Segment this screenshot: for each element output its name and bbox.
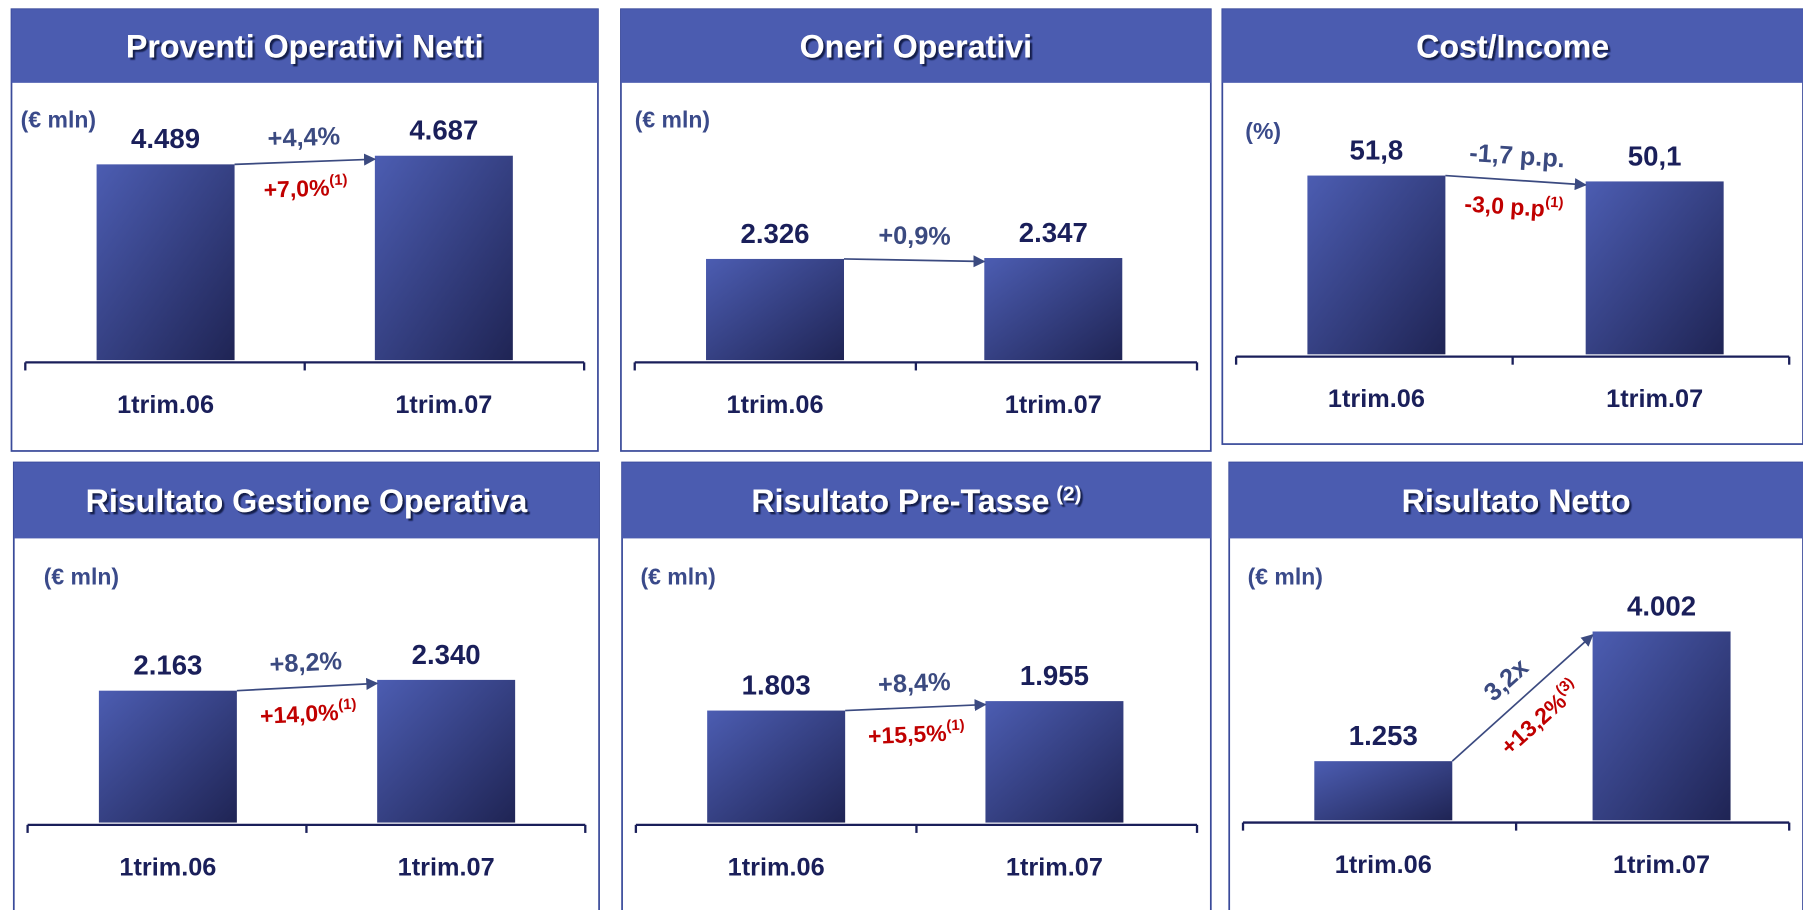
annotation: -1,7 p.p. — [1469, 139, 1566, 173]
value-label: 4.489 — [131, 123, 200, 154]
change-arrow — [845, 698, 987, 712]
chart-title-text: Risultato Pre-Tasse — [751, 483, 1049, 519]
annotation: +0,9% — [878, 221, 951, 250]
annotation-text: +14,0% — [259, 699, 339, 729]
bar — [1307, 175, 1446, 355]
annotation: +8,2% — [269, 647, 343, 679]
chart-title-text: Risultato Netto — [1402, 483, 1631, 519]
x-tick-label: 1trim.06 — [1328, 385, 1425, 413]
value-label: 4.687 — [409, 115, 478, 146]
chart-panel: Risultato Pre-Tasse (2) (€ mln) 1.803 1trim.… — [621, 461, 1212, 910]
value-label: 2.347 — [1019, 217, 1088, 248]
bar — [377, 679, 516, 823]
annotation-text: +4,4% — [267, 122, 340, 153]
value-label: 2.163 — [133, 650, 202, 681]
x-tick-label: 1trim.07 — [1005, 391, 1102, 419]
panel-header — [620, 9, 1211, 83]
chart-title: Cost/Income — [1416, 29, 1609, 65]
bar — [1314, 761, 1453, 821]
chart-title-sup: (2) — [1056, 482, 1081, 505]
annotation-text: +15,5% — [867, 720, 947, 749]
annotation-text: -1,7 p.p. — [1469, 139, 1566, 173]
chart-panel: Risultato Gestione Operativa (€ mln) 2.163… — [12, 461, 600, 910]
bar — [98, 690, 237, 823]
x-tick-label: 1trim.07 — [395, 391, 492, 419]
change-arrow — [843, 255, 986, 268]
value-label: 1.803 — [742, 669, 811, 700]
chart-subtitle: (€ mln) — [640, 563, 715, 589]
x-tick-label: 1trim.06 — [728, 853, 825, 881]
chart-title: Proventi Operativi Netti — [126, 29, 484, 65]
annotation-sup: (1) — [338, 696, 357, 714]
annotation: -3,0 p.p(1) — [1464, 188, 1564, 223]
annotation: +15,5%(1) — [867, 717, 965, 749]
change-arrow — [234, 153, 377, 166]
chart-panel: Cost/Income (%) 51,8 1trim.06 50,1 1trim.07 -1… — [1221, 8, 1803, 445]
annotation-sup: (1) — [1545, 193, 1564, 211]
bar — [707, 710, 846, 823]
x-tick-label: 1trim.06 — [1335, 851, 1432, 879]
x-tick-label: 1trim.07 — [398, 853, 495, 881]
value-label: 1.955 — [1020, 660, 1089, 691]
x-tick-label: 1trim.06 — [119, 853, 216, 881]
chart-title: Oneri Operativi — [800, 29, 1032, 65]
change-arrow — [1451, 634, 1594, 762]
x-tick-label: 1trim.07 — [1006, 853, 1103, 881]
annotation-text: +7,0% — [263, 174, 330, 202]
chart-subtitle: (€ mln) — [1248, 563, 1323, 589]
panel-header — [13, 462, 600, 539]
x-tick-label: 1trim.07 — [1613, 851, 1710, 879]
bar — [985, 701, 1124, 823]
annotation: +8,4% — [877, 668, 951, 699]
chart-title-text: Risultato Gestione Operativa — [86, 483, 529, 519]
chart-subtitle: (%) — [1245, 118, 1281, 144]
annotation: +7,0%(1) — [263, 171, 348, 202]
chart-title: Risultato Netto — [1402, 483, 1631, 519]
chart-title-text: Proventi Operativi Netti — [126, 29, 484, 65]
chart-title: Risultato Pre-Tasse (2) — [751, 482, 1081, 519]
bar — [706, 258, 845, 361]
bar — [1585, 181, 1724, 355]
annotation-text: +8,2% — [269, 647, 343, 679]
annotation: +14,0%(1) — [259, 696, 357, 729]
value-label: 2.326 — [740, 218, 809, 249]
annotation-sup: (1) — [946, 717, 965, 735]
value-label: 1.253 — [1349, 720, 1418, 751]
chart-panel: Oneri Operativi (€ mln) 2.326 1trim.06 2.347… — [620, 8, 1212, 452]
bar — [1592, 631, 1731, 821]
value-label: 2.340 — [412, 639, 481, 670]
bar — [96, 164, 235, 361]
chart-panel: Risultato Netto (€ mln) 1.253 1trim.06 4.002… — [1228, 461, 1803, 910]
change-arrow — [1445, 174, 1587, 191]
chart-title-text: Oneri Operativi — [800, 29, 1032, 65]
panel-header — [1229, 462, 1803, 539]
annotation-text: -3,0 p.p — [1464, 190, 1546, 221]
value-label: 51,8 — [1350, 134, 1404, 165]
annotation-text: +0,9% — [878, 221, 951, 250]
annotation: +4,4% — [267, 122, 340, 153]
annotation-sup: (1) — [329, 171, 348, 189]
panel-header — [11, 9, 598, 83]
chart-panel: Proventi Operativi Netti (€ mln) 4.489 1tri… — [10, 8, 599, 452]
change-arrow — [236, 677, 379, 692]
bar — [984, 258, 1123, 361]
chart-subtitle: (€ mln) — [21, 107, 96, 133]
chart-title: Risultato Gestione Operativa — [86, 483, 529, 519]
chart-subtitle: (€ mln) — [635, 107, 710, 133]
x-tick-label: 1trim.06 — [117, 391, 214, 419]
x-tick-label: 1trim.07 — [1606, 385, 1703, 413]
bar — [374, 155, 513, 361]
chart-title-text: Cost/Income — [1416, 29, 1609, 65]
panel-header — [1222, 9, 1803, 83]
annotation-text: +8,4% — [877, 668, 951, 699]
value-label: 4.002 — [1627, 590, 1696, 621]
value-label: 50,1 — [1628, 140, 1682, 171]
panel-header — [622, 462, 1211, 539]
chart-subtitle: (€ mln) — [44, 563, 119, 589]
x-tick-label: 1trim.06 — [727, 391, 824, 419]
